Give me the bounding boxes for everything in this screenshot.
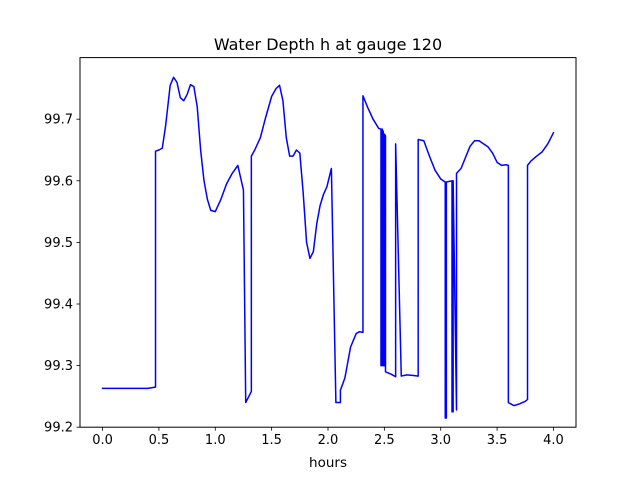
y-tick-label: 99.4 [44, 298, 73, 313]
x-axis-label: hours [309, 455, 347, 471]
x-tick-label: 2.5 [374, 433, 395, 448]
chart-title: Water Depth h at gauge 120 [214, 35, 442, 54]
y-tick-label: 99.2 [44, 421, 73, 436]
x-axis: 0.0 0.5 1.0 1.5 2.0 2.5 3.0 3.5 4.0 [92, 427, 564, 448]
y-axis: 99.2 99.3 99.4 99.5 99.6 99.7 [44, 113, 80, 436]
x-tick-label: 4.0 [543, 433, 564, 448]
y-tick-label: 99.6 [44, 174, 73, 189]
plot-frame [79, 57, 577, 428]
x-tick-label: 1.0 [205, 433, 226, 448]
x-tick-label: 3.0 [430, 433, 451, 448]
series-line-0 [101, 76, 555, 419]
x-tick-label: 0.5 [149, 433, 170, 448]
x-tick-label: 0.0 [92, 433, 113, 448]
x-tick-label: 1.5 [261, 433, 282, 448]
y-tick-label: 99.5 [44, 236, 73, 251]
plot-layer [101, 76, 555, 419]
x-tick-label: 3.5 [487, 433, 508, 448]
x-tick-label: 2.0 [318, 433, 339, 448]
y-tick-label: 99.3 [44, 359, 73, 374]
y-tick-label: 99.7 [44, 113, 73, 128]
